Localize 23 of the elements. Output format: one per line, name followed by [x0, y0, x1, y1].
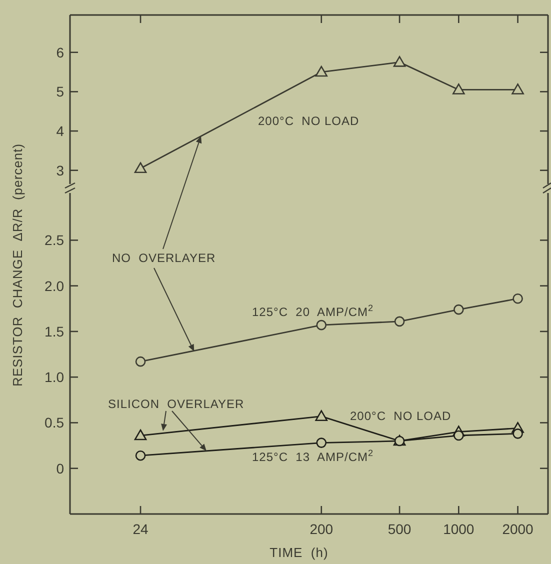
x-tick-label: 500 [388, 521, 412, 537]
y-tick-label: 1.5 [44, 323, 64, 340]
y-tick-label: 2.0 [44, 278, 64, 294]
y-tick-label: 6 [56, 44, 64, 60]
series-label: 200°C NO LOAD [258, 114, 360, 128]
annotation: NO OVERLAYER [112, 251, 216, 265]
y-tick-label: 4 [56, 123, 64, 140]
y-tick-label: 2.5 [44, 232, 64, 248]
y-tick-label: 0 [56, 460, 64, 476]
x-tick-label: 24 [132, 521, 149, 537]
y-tick-label: 5 [56, 84, 64, 100]
series-label: 125°C 13 AMP/CM$^{2}$ [252, 448, 374, 464]
x-axis-title: TIME (h) [270, 545, 328, 560]
x-tick-label: 2000 [502, 521, 534, 537]
y-tick-label: 0.5 [44, 414, 64, 431]
series-label: 200°C NO LOAD [350, 409, 452, 423]
series-label: 125°C 20 AMP/CM$^{2}$ [252, 303, 374, 319]
y-tick-label: 1.0 [44, 369, 64, 386]
annotation: SILICON OVERLAYER [108, 397, 244, 411]
x-tick-label: 1000 [443, 521, 474, 537]
y-tick-label: 3 [56, 162, 64, 178]
y-axis-title: RESISTOR CHANGE ΔR/R (percent) [10, 143, 25, 387]
x-tick-label: 200 [310, 521, 334, 537]
